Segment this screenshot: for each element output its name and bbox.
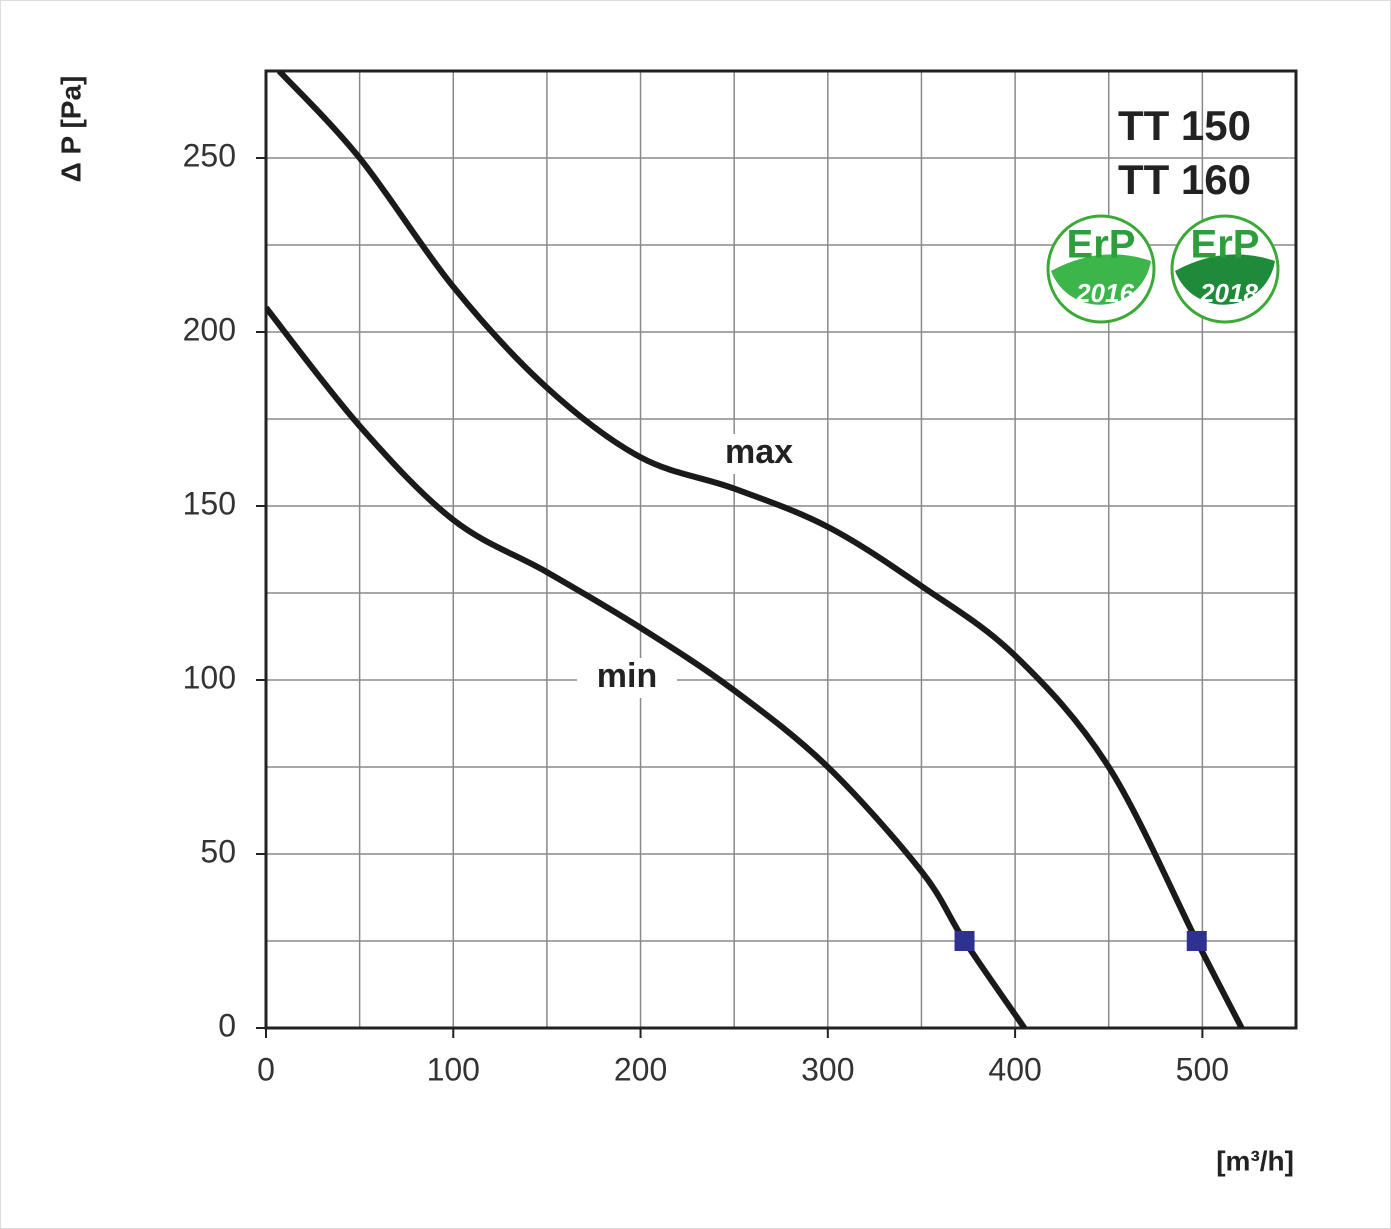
x-tick-label: 100	[427, 1051, 480, 1087]
plot-frame	[264, 69, 1298, 1030]
y-tick-label: 200	[183, 311, 236, 347]
y-axis-label: Δ P [Pa]	[55, 76, 86, 183]
label-bg	[577, 658, 677, 698]
x-axis-label: [m³/h]	[1216, 1145, 1294, 1176]
badge-lower	[1175, 254, 1275, 305]
operating-point	[1186, 931, 1207, 951]
x-tick-label: 300	[801, 1051, 854, 1087]
x-tick-label: 0	[257, 1051, 275, 1087]
erp-badge: ErP 2018	[1170, 214, 1280, 324]
y-tick-label: 150	[183, 485, 236, 521]
badge-year: 2016	[1075, 278, 1134, 308]
curve	[266, 305, 1027, 1028]
erp-badge: ErP 2016	[1046, 214, 1156, 324]
badge-year: 2018	[1199, 278, 1258, 308]
model-name: TT 160	[1118, 156, 1251, 203]
y-tick-label: 50	[200, 833, 236, 869]
badge-lower	[1051, 254, 1151, 305]
y-tick-label: 100	[183, 659, 236, 695]
curve-label: min	[597, 657, 657, 695]
x-tick-label: 400	[988, 1051, 1041, 1087]
curve-label: max	[725, 433, 793, 471]
y-tick-label: 0	[218, 1007, 236, 1043]
operating-point	[954, 931, 975, 951]
model-name: TT 150	[1118, 102, 1251, 149]
x-tick-label: 500	[1176, 1051, 1229, 1087]
x-tick-label: 200	[614, 1051, 667, 1087]
label-bg	[709, 434, 809, 474]
curve	[276, 71, 1245, 1028]
badge-label: ErP	[1067, 223, 1136, 267]
y-tick-label: 250	[183, 137, 236, 173]
badge-label: ErP	[1191, 223, 1260, 267]
